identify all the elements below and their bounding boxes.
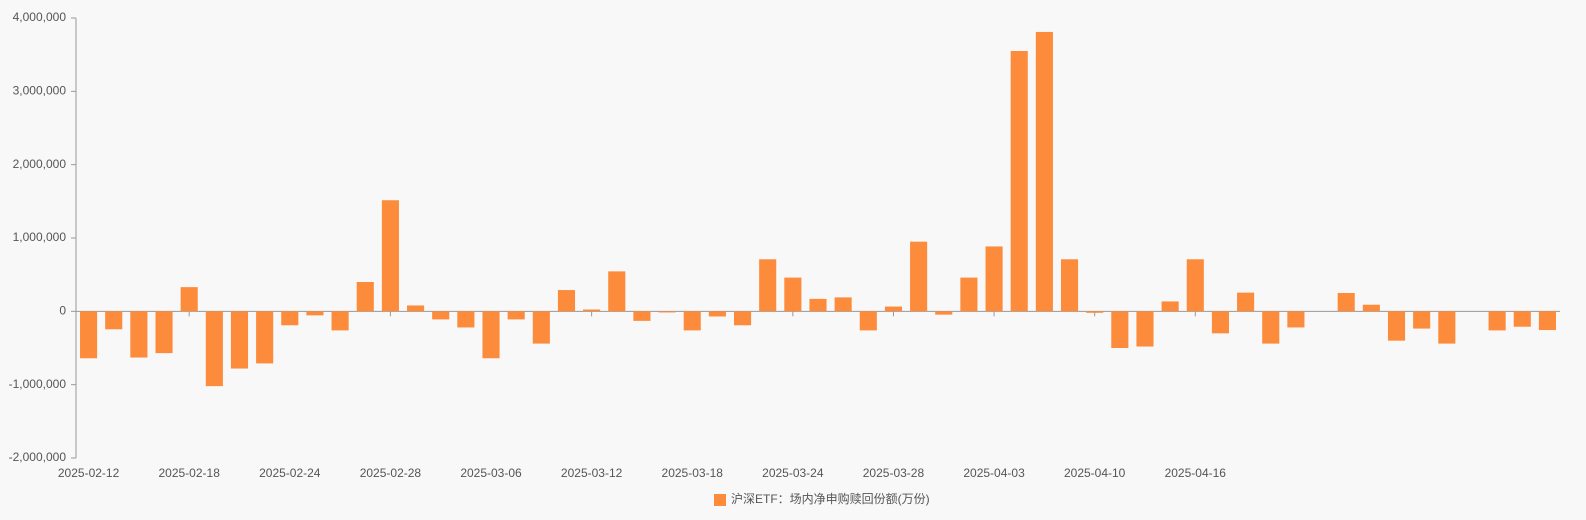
bar [859, 311, 877, 331]
x-tick-label: 2025-02-28 [360, 466, 422, 480]
bar [1362, 304, 1380, 312]
bar [1387, 311, 1406, 341]
bar [1237, 292, 1255, 312]
y-tick-label: 0 [59, 304, 66, 318]
bar [1186, 259, 1204, 312]
legend-label: 沪深ETF：场内净申购赎回份额(万份) [731, 491, 930, 506]
bar [1111, 311, 1129, 348]
bar [658, 311, 676, 313]
bar [759, 259, 777, 312]
bar [1060, 259, 1079, 312]
x-tick-label: 2025-03-18 [662, 466, 724, 480]
bar [256, 311, 274, 364]
x-tick-label: 2025-02-24 [259, 466, 321, 480]
bar [884, 306, 903, 312]
bar [331, 311, 349, 331]
y-tick-label: 1,000,000 [13, 230, 67, 244]
bar [205, 311, 223, 387]
bar [935, 311, 953, 315]
bar [180, 287, 198, 312]
bar [1262, 311, 1280, 344]
y-tick-label: -2,000,000 [9, 450, 67, 464]
bar [230, 311, 249, 369]
y-tick-label: 4,000,000 [13, 10, 67, 24]
y-tick-label: 2,000,000 [13, 157, 67, 171]
bar [532, 311, 550, 344]
bar [733, 311, 752, 326]
x-tick-label: 2025-03-24 [762, 466, 824, 480]
bar [1035, 31, 1053, 312]
bar [608, 271, 626, 312]
bar [1010, 51, 1028, 312]
bar [155, 311, 173, 354]
bar [910, 241, 928, 312]
bar [784, 277, 802, 312]
bar [507, 311, 525, 320]
bar [80, 311, 98, 359]
bar [809, 298, 827, 312]
bar [130, 311, 148, 358]
bar [1438, 311, 1456, 344]
bar [1086, 311, 1104, 313]
x-tick-label: 2025-02-12 [58, 466, 120, 480]
bar [1488, 311, 1506, 331]
bar [407, 305, 425, 312]
bar [1136, 311, 1154, 347]
bar [432, 311, 450, 320]
bar [281, 311, 299, 326]
bar [683, 311, 701, 331]
bar [1161, 301, 1179, 312]
x-tick-label: 2025-04-16 [1165, 466, 1227, 480]
bar [834, 297, 852, 312]
bar [985, 246, 1003, 312]
x-tick-label: 2025-03-06 [460, 466, 522, 480]
bar [457, 311, 475, 328]
bar [1538, 311, 1556, 331]
bar [1211, 311, 1229, 334]
bar [960, 277, 978, 312]
bar [306, 311, 324, 316]
x-tick-label: 2025-02-18 [158, 466, 220, 480]
legend-swatch [714, 494, 726, 506]
x-tick-label: 2025-03-12 [561, 466, 623, 480]
bar [1413, 311, 1431, 329]
bar [583, 309, 601, 312]
x-tick-label: 2025-03-28 [863, 466, 925, 480]
bar [1513, 311, 1531, 327]
x-tick-label: 2025-04-10 [1064, 466, 1126, 480]
y-tick-label: 3,000,000 [13, 84, 67, 98]
bar [1337, 293, 1355, 312]
x-tick-label: 2025-04-03 [963, 466, 1025, 480]
bar [381, 200, 399, 312]
bar [356, 282, 374, 312]
bar [708, 311, 726, 317]
bar [1287, 311, 1305, 328]
bar [633, 311, 651, 321]
bar [105, 311, 123, 330]
bar [482, 311, 500, 359]
y-tick-label: -1,000,000 [9, 377, 67, 391]
bar [557, 290, 576, 312]
